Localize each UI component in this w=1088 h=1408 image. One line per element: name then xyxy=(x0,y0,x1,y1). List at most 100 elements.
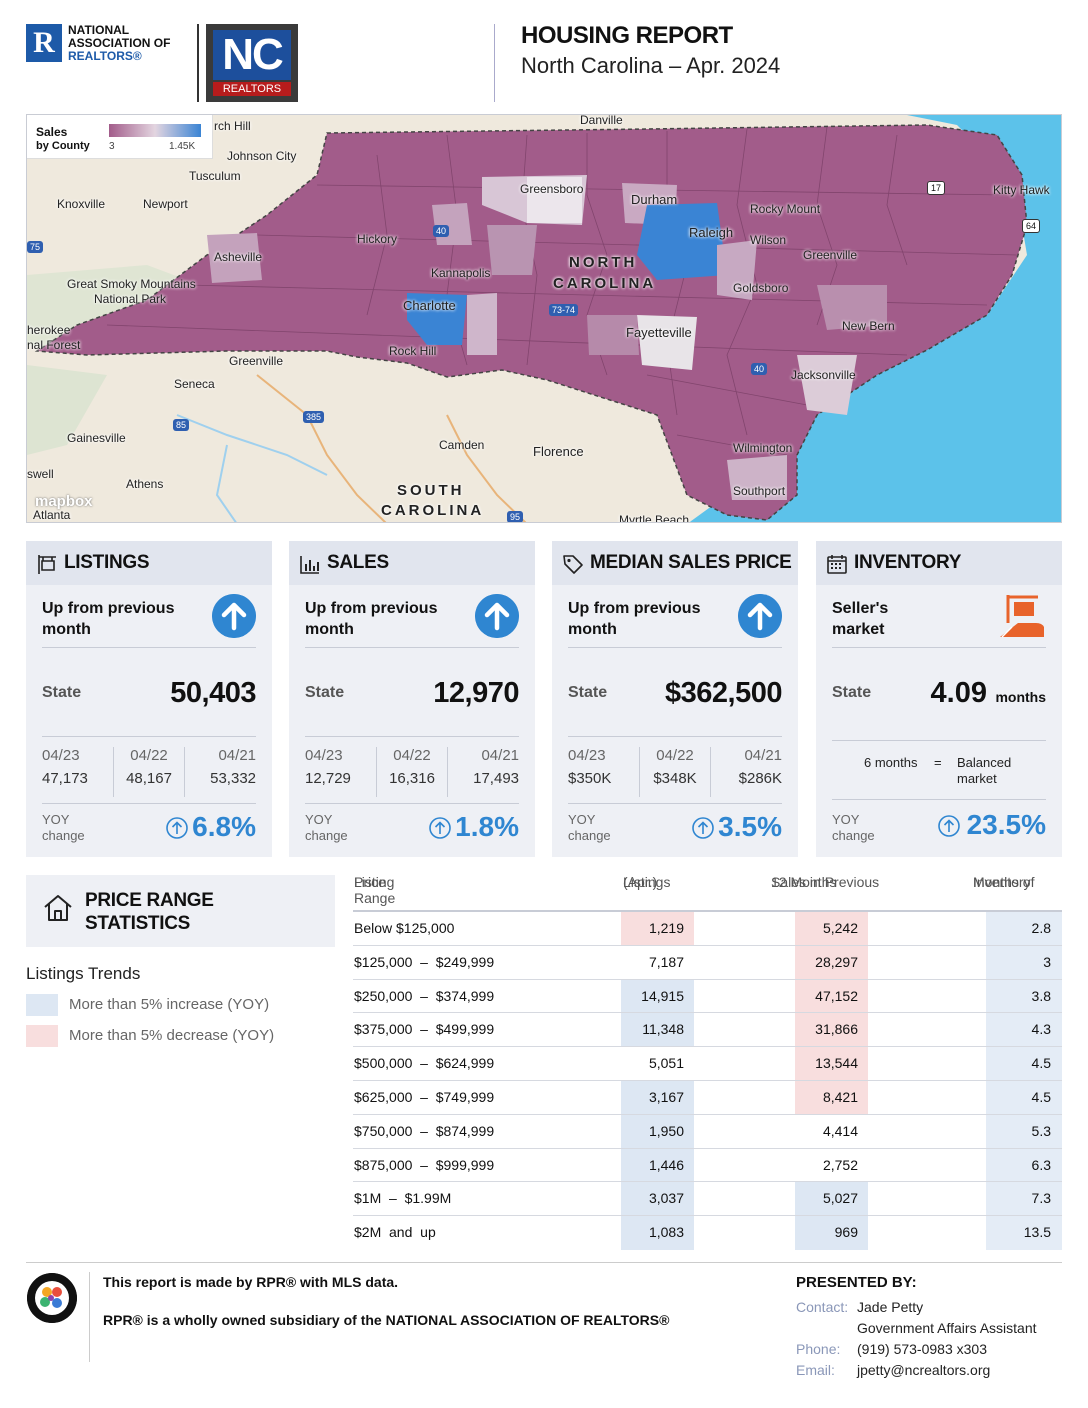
yoy-value: 3.5% xyxy=(718,811,782,842)
state-value: 4.09 months xyxy=(930,677,1046,709)
for-sale-sign-icon xyxy=(1000,595,1044,638)
card-header: LISTINGS xyxy=(26,541,272,585)
sales-cell: 31,866 xyxy=(795,1013,868,1047)
state-value: 12,970 xyxy=(433,677,519,709)
map-place-label: Hickory xyxy=(357,232,398,246)
map-place-label: Rock Hill xyxy=(389,344,437,358)
listings-cell: 1,083 xyxy=(621,1216,694,1250)
interstate-shield-icon: 75 xyxy=(27,241,44,253)
listings-cell: 7,187 xyxy=(648,953,684,970)
divider xyxy=(832,647,1046,648)
map-place-label: Camden xyxy=(439,438,485,452)
legend-color-bar xyxy=(109,124,201,137)
table-row: Below $125,000 1,219 5,242 2.8 xyxy=(353,912,1062,946)
moi-cell: 5.3 xyxy=(986,1114,1062,1148)
state-label: NORTH xyxy=(569,254,638,271)
price-range-cell: $125,000 – $249,999 xyxy=(354,953,495,970)
map-place-label: Kannapolis xyxy=(431,266,491,280)
header-divider xyxy=(494,24,495,102)
map-place-label: Newport xyxy=(143,197,188,211)
balanced-note-market: Balanced market xyxy=(957,755,1012,786)
price-range-cell: $1M – $1.99M xyxy=(354,1190,452,1207)
mapbox-attribution[interactable]: mapbox xyxy=(35,493,93,510)
map-place-label: Jacksonville xyxy=(791,368,856,382)
map-place-label: Seneca xyxy=(174,377,215,391)
map-place-label: Wilson xyxy=(750,233,787,247)
map-place-label: New Bern xyxy=(842,319,895,333)
arrow-up-icon xyxy=(738,594,782,638)
report-subtitle: North Carolina – Apr. 2024 xyxy=(521,53,781,78)
interstate-shield-icon: 40 xyxy=(433,225,450,237)
us-route-shield-icon: 17 xyxy=(927,181,946,195)
nar-logo-text: NATIONAL ASSOCIATION OF REALTORS® xyxy=(68,23,171,63)
table-row: $250,000 – $374,999 14,915 47,152 3.8 xyxy=(353,979,1062,1014)
sales-cell: 8,421 xyxy=(795,1080,868,1114)
price-range-cell: Below $125,000 xyxy=(354,920,455,936)
map-place-label: Greenville xyxy=(229,354,284,368)
listings-cell: 11,348 xyxy=(621,1013,694,1047)
card-title: INVENTORY xyxy=(854,552,962,573)
inventory-card: INVENTORY Seller's market State 4.09 mon… xyxy=(816,541,1062,857)
moi-cell: 13.5 xyxy=(986,1216,1062,1250)
interstate-shield-icon: 85 xyxy=(173,419,190,431)
card-header: SALES xyxy=(289,541,535,585)
interstate-shield-icon: 95 xyxy=(507,511,524,522)
sales-cell: 28,297 xyxy=(795,945,868,979)
table-row: $375,000 – $499,999 11,348 31,866 4.3 xyxy=(353,1013,1062,1048)
card-header: INVENTORY xyxy=(816,541,1062,585)
map-place-label: Knoxville xyxy=(57,197,106,211)
contact-name: Jade Petty xyxy=(857,1299,924,1315)
map-place-label: swell xyxy=(27,467,54,481)
moi-cell: 3 xyxy=(986,945,1062,979)
increase-swatch xyxy=(26,994,58,1016)
price-range-table: Listing Price Range Listings (Apr.) Sales … xyxy=(353,872,1062,1250)
listing-sign-icon xyxy=(38,555,56,574)
footer-ownership: RPR® is a wholly owned subsidiary of the… xyxy=(103,1312,670,1328)
moi-cell: 3.8 xyxy=(986,979,1062,1013)
median-price-card: MEDIAN SALES PRICE Up from previous mont… xyxy=(552,541,798,857)
price-range-header: PRICE RANGE STATISTICS xyxy=(26,875,335,947)
state-label: SOUTH xyxy=(397,482,465,499)
sales-cell: 4,414 xyxy=(822,1122,858,1139)
map-place-label: Durham xyxy=(631,192,678,207)
yoy-value: 23.5% xyxy=(966,809,1046,840)
listings-cell: 1,219 xyxy=(621,912,694,945)
listings-cell: 1,950 xyxy=(621,1114,694,1148)
state-value: $362,500 xyxy=(665,677,782,709)
footer-disclaimer: This report is made by RPR® with MLS dat… xyxy=(103,1274,399,1290)
map-place-label: Raleigh xyxy=(689,225,734,240)
table-row: $1M – $1.99M 3,037 5,027 7.3 xyxy=(353,1182,1062,1217)
balanced-note-months: 6 months xyxy=(864,755,918,770)
card-title: SALES xyxy=(327,552,389,573)
divider xyxy=(42,647,256,648)
price-range-title: PRICE RANGE STATISTICS xyxy=(85,890,214,934)
price-tag-icon xyxy=(563,555,583,574)
sales-cell: 13,544 xyxy=(795,1047,868,1080)
moi-cell: 2.8 xyxy=(986,912,1062,945)
presented-by-title: PRESENTED BY: xyxy=(796,1274,917,1291)
header-divider xyxy=(197,24,199,102)
map-place-label: Johnson City xyxy=(227,149,297,163)
yoy-value: 1.8% xyxy=(455,811,519,842)
balanced-note-equals: = xyxy=(934,755,942,770)
trend-text: Up from previous month xyxy=(42,600,175,638)
phone-value[interactable]: (919) 573-0983 x303 xyxy=(857,1341,987,1357)
arrow-up-icon xyxy=(212,594,256,638)
moi-cell: 7.3 xyxy=(986,1182,1062,1216)
yoy-value: 6.8% xyxy=(192,811,256,842)
listings-trends-title: Listings Trends xyxy=(26,964,141,983)
price-range-cell: $500,000 – $624,999 xyxy=(354,1055,495,1072)
card-title: LISTINGS xyxy=(64,552,150,573)
map-place-label: Charlotte xyxy=(403,298,456,313)
map-place-label: Great Smoky Mountains xyxy=(67,277,196,291)
arrow-up-circle-icon xyxy=(429,817,451,839)
nc-realtors-logo: NC REALTORS xyxy=(206,24,298,102)
listings-cell: 1,446 xyxy=(621,1148,694,1182)
map-place-label: Rocky Mount xyxy=(750,202,821,216)
email-link[interactable]: jpetty@ncrealtors.org xyxy=(857,1362,991,1378)
sales-card: SALES Up from previous month State 12,97… xyxy=(289,541,535,857)
price-range-cell: $875,000 – $999,999 xyxy=(354,1156,495,1173)
sales-by-county-map[interactable]: Sales by County 3 1.45K Danville rch Hil… xyxy=(26,114,1062,523)
table-row: $125,000 – $249,999 7,187 28,297 3 xyxy=(353,945,1062,980)
trend-text: Up from previous month xyxy=(568,600,701,638)
